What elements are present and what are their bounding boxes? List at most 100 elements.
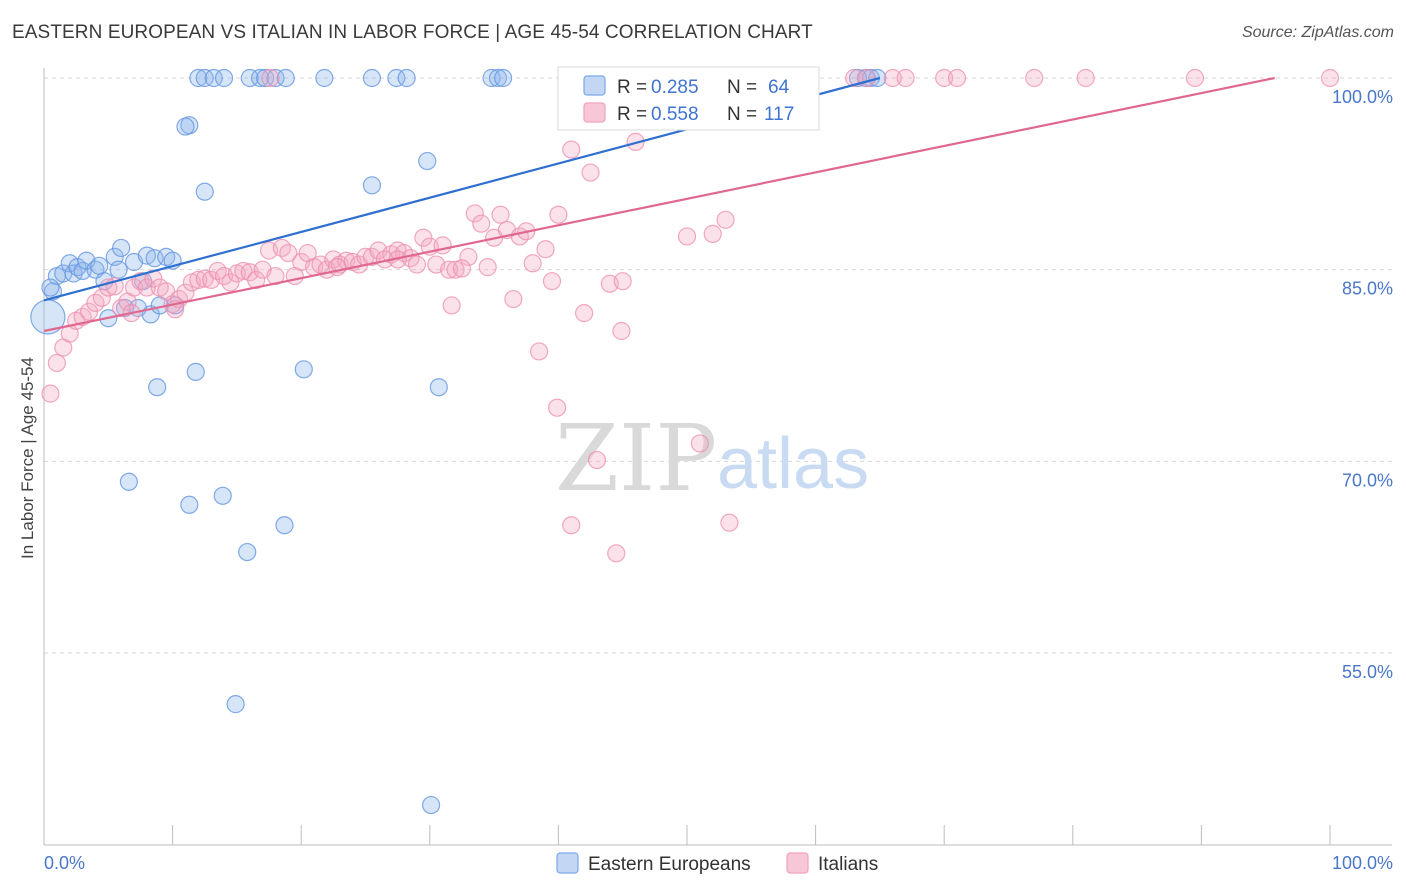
data-point-italians [575,304,594,323]
data-point-italians [439,260,459,279]
y-tick-label: 100.0% [1332,87,1393,107]
legend-series: Eastern Europeans Italians [556,852,878,875]
legend-stats: R = 0.285 N = 64 R = 0.558 N = 117 [557,66,820,131]
data-point-eastern-europeans [109,260,128,279]
data-point-eastern-europeans [362,68,382,88]
legend-swatch-italians [786,852,809,874]
data-point-italians [612,321,631,341]
watermark: ZIP atlas [555,405,869,512]
data-point-italians [144,269,163,288]
data-point-italians [562,516,581,535]
data-point-italians [1025,68,1044,88]
trend-line-italians [43,76,1275,333]
data-point-italians [1076,68,1095,88]
data-point-eastern-europeans [176,117,195,136]
data-point-italians [472,214,491,233]
watermark-zip: ZIP [555,405,717,512]
data-point-eastern-europeans [186,362,205,381]
data-point-italians [79,302,99,321]
data-point-italians [677,227,697,246]
data-point-italians [261,68,280,88]
legend-n-label: N = [727,77,757,98]
y-tick-label: 70.0% [1342,470,1393,490]
tick-labels: 100.0% 85.0% 70.0% 55.0% 0.0% 100.0% [44,87,1393,873]
data-point-eastern-europeans [362,176,382,195]
data-point-italians [845,68,864,88]
legend-swatch-eastern-europeans [556,852,579,874]
data-point-italians [491,205,510,224]
data-point-italians [452,259,472,278]
data-point-italians [542,272,562,291]
legend-label-italians: Italians [818,854,878,875]
data-point-italians [465,204,484,223]
y-tick-label: 85.0% [1342,279,1393,299]
data-point-italians [587,450,607,470]
data-point-italians [720,513,739,532]
legend-n-value: 64 [768,77,790,98]
axes [43,68,1392,846]
data-point-italians [279,243,298,263]
data-point-italians [1185,68,1205,88]
data-point-eastern-europeans [213,486,232,505]
data-point-italians [536,240,555,259]
legend-n-value: 117 [764,104,794,125]
data-point-italians [523,254,542,273]
y-tick-label: 55.0% [1342,662,1393,682]
chart-title: EASTERN EUROPEAN VS ITALIAN IN LABOR FOR… [12,22,813,43]
data-point-eastern-europeans [195,182,214,201]
data-point-eastern-europeans [256,68,275,88]
data-point-italians [234,261,253,281]
legend-r-value: 0.558 [651,104,699,125]
data-point-italians [414,228,433,247]
data-point-eastern-europeans [119,472,138,491]
data-point-italians [266,266,285,286]
data-point-eastern-europeans [488,68,508,88]
data-point-italians [189,270,208,289]
data-point-eastern-europeans [214,68,234,88]
data-point-italians [41,384,60,403]
legend-r-label: R = [617,104,647,125]
data-point-italians [221,273,240,292]
data-point-eastern-europeans [145,249,164,268]
y-axis-label: In Labor Force | Age 45-54 [18,357,37,559]
data-point-italians [883,68,902,88]
data-point-italians [137,278,156,297]
x-tick-label: 100.0% [1332,853,1393,873]
data-point-eastern-europeans [397,68,416,88]
legend-n-label: N = [727,104,757,125]
data-point-eastern-europeans [294,360,313,379]
data-point-italians [896,68,915,88]
data-point-eastern-europeans [315,68,334,88]
data-point-italians [581,163,600,182]
data-point-eastern-europeans [189,68,208,88]
legend-r-value: 0.285 [651,77,699,98]
data-point-italians [703,224,722,243]
x-tick-label: 0.0% [44,853,85,873]
legend-r-label: R = [617,77,647,98]
data-point-eastern-europeans [226,695,245,714]
data-point-italians [446,260,465,279]
data-point-italians [459,247,478,266]
data-point-italians [716,210,735,229]
data-point-eastern-europeans [90,256,109,275]
data-point-italians [548,398,567,417]
data-point-italians [935,68,954,88]
legend-swatch-pink [583,102,606,123]
data-point-eastern-europeans [275,516,294,535]
data-point-eastern-europeans [421,795,441,815]
data-point-eastern-europeans [73,261,92,281]
data-point-italians [504,289,523,309]
data-point-eastern-europeans [418,151,437,171]
data-point-italians [549,205,568,224]
data-point-eastern-europeans [180,495,199,514]
source-label: Source: ZipAtlas.com [1241,24,1394,41]
data-point-eastern-europeans [240,68,259,88]
data-point-italians [1320,68,1340,88]
data-point-italians [478,258,497,277]
data-point-italians [407,255,427,274]
data-point-eastern-europeans [148,378,167,397]
data-point-italians [947,68,967,88]
data-point-italians [47,353,66,373]
data-point-italians [613,272,632,291]
data-point-eastern-europeans [250,68,270,88]
